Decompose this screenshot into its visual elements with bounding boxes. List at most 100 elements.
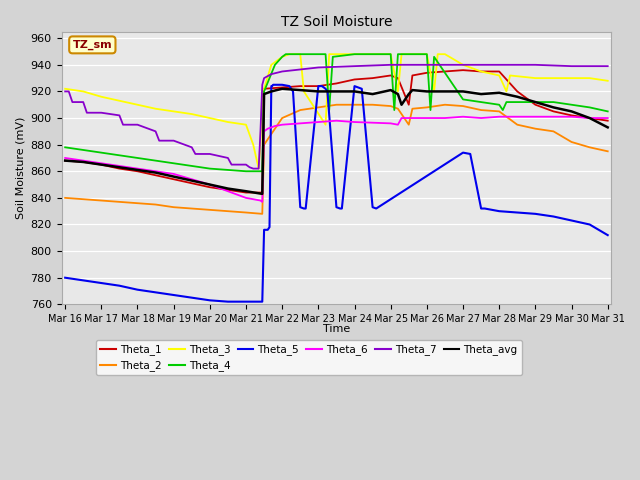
Theta_avg [170, 174, 177, 180]
Title: TZ Soil Moisture: TZ Soil Moisture [281, 15, 392, 29]
Theta_6 [260, 129, 268, 134]
Theta_4 [170, 160, 177, 166]
Theta_1 [296, 83, 304, 89]
Theta_7 [61, 88, 69, 94]
Theta_6 [441, 115, 449, 121]
Theta_3 [250, 142, 257, 147]
Theta_1 [259, 190, 266, 195]
Theta_avg [97, 162, 105, 168]
Theta_5 [333, 204, 340, 210]
Theta_5 [260, 227, 268, 233]
Theta_avg [314, 88, 322, 94]
X-axis label: Time: Time [323, 324, 350, 334]
Theta_7 [257, 129, 264, 134]
Theta_1 [333, 81, 340, 86]
Theta_1 [116, 166, 124, 171]
Theta_avg [206, 182, 214, 188]
Theta_1 [206, 184, 214, 190]
Theta_4 [152, 158, 159, 164]
Theta_7 [228, 162, 236, 168]
Theta_1 [604, 118, 612, 123]
Theta_5 [481, 205, 488, 211]
Theta_6 [333, 118, 340, 123]
Theta_3 [351, 51, 358, 57]
Theta_3 [477, 69, 485, 74]
Theta_3 [397, 51, 405, 57]
Theta_5 [296, 204, 304, 210]
Theta_5 [568, 217, 575, 223]
Theta_5 [116, 283, 124, 288]
Theta_avg [369, 91, 376, 97]
Theta_5 [358, 86, 365, 92]
Theta_7 [170, 138, 177, 144]
Theta_avg [405, 91, 413, 97]
Theta_5 [268, 83, 275, 89]
Theta_6 [224, 188, 232, 194]
Line: Theta_3: Theta_3 [65, 54, 608, 168]
Theta_1 [532, 102, 540, 108]
Theta_3 [61, 86, 69, 92]
Theta_5 [97, 280, 105, 286]
Theta_4 [459, 96, 467, 102]
Theta_1 [459, 67, 467, 73]
Theta_7 [259, 82, 266, 88]
Theta_7 [387, 62, 394, 68]
Theta_7 [423, 62, 431, 68]
Theta_3 [116, 98, 124, 104]
Theta_4 [369, 51, 376, 57]
Theta_2 [242, 210, 250, 216]
Theta_7 [459, 62, 467, 68]
Theta_3 [134, 102, 141, 108]
Theta_2 [134, 200, 141, 206]
Theta_6 [271, 123, 279, 129]
Theta_6 [97, 160, 105, 166]
Theta_4 [423, 51, 431, 57]
Theta_5 [266, 224, 273, 230]
Theta_6 [459, 114, 467, 120]
Theta_4 [224, 167, 232, 173]
Theta_7 [119, 122, 127, 128]
Theta_1 [495, 69, 503, 74]
Theta_7 [68, 99, 76, 105]
Theta_1 [441, 69, 449, 74]
Theta_3 [206, 115, 214, 121]
Theta_7 [246, 164, 253, 170]
Theta_5 [206, 298, 214, 303]
Theta_4 [188, 163, 196, 169]
Theta_2 [188, 205, 196, 211]
Theta_4 [329, 54, 337, 60]
Theta_5 [61, 275, 69, 281]
Theta_7 [351, 63, 358, 69]
Theta_5 [550, 214, 557, 219]
Theta_1 [224, 187, 232, 193]
Theta_2 [224, 208, 232, 214]
Theta_avg [152, 170, 159, 176]
Theta_5 [257, 299, 264, 304]
Theta_5 [336, 205, 344, 211]
Theta_7 [206, 151, 214, 157]
Theta_4 [325, 107, 333, 113]
Theta_2 [116, 199, 124, 205]
Theta_3 [434, 51, 442, 57]
Theta_3 [97, 94, 105, 100]
Theta_2 [423, 105, 431, 110]
Theta_5 [188, 295, 196, 300]
Theta_6 [351, 119, 358, 125]
Line: Theta_2: Theta_2 [65, 105, 608, 214]
Theta_avg [532, 99, 540, 105]
Theta_5 [324, 88, 332, 94]
Theta_2 [314, 105, 322, 110]
Theta_7 [568, 63, 575, 69]
Theta_7 [278, 69, 286, 74]
Theta_4 [550, 99, 557, 105]
Theta_5 [300, 205, 308, 211]
Theta_7 [255, 166, 262, 171]
Theta_2 [495, 108, 503, 114]
Theta_1 [61, 158, 69, 164]
Theta_2 [405, 122, 413, 128]
Theta_3 [322, 122, 330, 128]
Theta_4 [495, 102, 503, 108]
Theta_5 [264, 227, 271, 233]
Theta_2 [170, 204, 177, 210]
Theta_2 [259, 211, 266, 217]
